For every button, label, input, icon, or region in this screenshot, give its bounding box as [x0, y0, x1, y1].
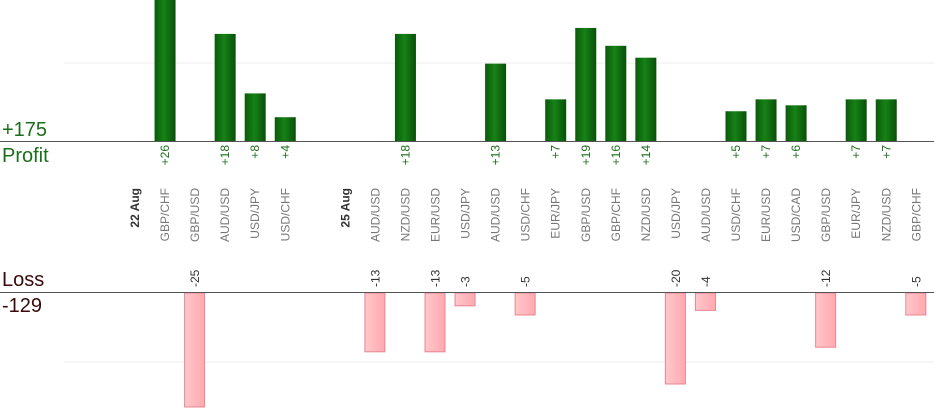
tick-label: EUR/USD — [429, 188, 443, 242]
loss-value-label: -20 — [669, 269, 683, 287]
profit-value-label: +26 — [158, 145, 172, 166]
profit-value-label: +19 — [579, 145, 593, 166]
tick-label: EUR/JPY — [849, 188, 863, 239]
profit-bar — [214, 33, 236, 141]
tick-label: NZD/USD — [639, 188, 653, 242]
profit-value-label: +6 — [789, 145, 803, 159]
tick-label: USD/JPY — [248, 188, 262, 239]
loss-bar — [454, 292, 476, 307]
axes — [0, 141, 934, 293]
tick-label: EUR/USD — [759, 188, 773, 242]
loss-bar — [514, 292, 536, 316]
profit-value-label: +14 — [639, 145, 653, 166]
profit-bar — [785, 105, 807, 141]
profit-value-label: +7 — [759, 145, 773, 159]
tick-label: NZD/USD — [879, 188, 893, 242]
loss-total: -129 — [2, 295, 43, 317]
profit-value-label: +4 — [278, 145, 292, 159]
tick-label: AUD/USD — [489, 188, 503, 242]
tick-label: GBP/USD — [579, 188, 593, 242]
loss-value-label: -5 — [909, 276, 923, 287]
profit-bar — [154, 0, 176, 141]
loss-bar — [664, 292, 686, 385]
tick-label: USD/CHF — [278, 188, 292, 241]
tick-label: GBP/CHF — [909, 188, 923, 241]
loss-bar — [815, 292, 837, 348]
profit-bar — [394, 33, 416, 141]
tick-label: AUD/USD — [368, 188, 382, 242]
profit-bar — [244, 93, 266, 141]
profit-value-label: +13 — [489, 145, 503, 166]
tick-label: GBP/USD — [188, 188, 202, 242]
loss-bar — [905, 292, 927, 316]
loss-value-label: -12 — [819, 269, 833, 287]
profit-value-label: +18 — [398, 145, 412, 166]
date-header: 25 Aug — [338, 188, 352, 228]
tick-label: AUD/USD — [699, 188, 713, 242]
tick-label: EUR/JPY — [549, 188, 563, 239]
profit-bar — [545, 99, 567, 141]
tick-label: USD/CHF — [729, 188, 743, 241]
profit-value-label: +7 — [549, 145, 563, 159]
profit-bar — [845, 99, 867, 141]
tick-label: USD/JPY — [669, 188, 683, 239]
loss-value-label: -25 — [188, 269, 202, 287]
loss-label: Loss — [2, 269, 45, 291]
loss-bar — [424, 292, 446, 353]
tick-label: GBP/USD — [819, 188, 833, 242]
profit-value-label: +7 — [849, 145, 863, 159]
loss-value-label: -5 — [519, 276, 533, 287]
tick-label: USD/CHF — [519, 188, 533, 241]
bars — [154, 0, 927, 408]
loss-bar — [364, 292, 386, 353]
loss-value-label: -13 — [368, 269, 382, 287]
profit-value-label: +8 — [248, 145, 262, 159]
gridlines — [64, 62, 934, 363]
profit-label: Profit — [2, 145, 49, 167]
profit-value-label: +7 — [879, 145, 893, 159]
tick-label: GBP/CHF — [609, 188, 623, 241]
loss-value-label: -4 — [699, 276, 713, 287]
tick-label: USD/CAD — [789, 188, 803, 242]
profit-bar — [485, 63, 507, 141]
loss-bar — [694, 292, 716, 311]
profit-value-label: +5 — [729, 145, 743, 159]
tick-label: NZD/USD — [398, 188, 412, 242]
date-header: 22 Aug — [128, 188, 142, 228]
profit-value-label: +18 — [218, 145, 232, 166]
tick-label: USD/JPY — [459, 188, 473, 239]
loss-bar — [184, 292, 206, 408]
tick-label: AUD/USD — [218, 188, 232, 242]
profit-bar — [725, 111, 747, 141]
loss-value-label: -13 — [429, 269, 443, 287]
profit-bar — [755, 99, 777, 141]
labels: 22 Aug GBP/CHF +26 GBP/USD -25 AUD/USD +18 USD/… — [128, 145, 923, 287]
profit-bar — [274, 117, 296, 141]
profit-bar — [605, 45, 627, 141]
profit-total: +175 — [2, 119, 48, 141]
loss-value-label: -3 — [459, 276, 473, 287]
profit-bar — [635, 57, 657, 142]
profit-bar — [875, 99, 897, 141]
tick-label: GBP/CHF — [158, 188, 172, 241]
profit-value-label: +16 — [609, 145, 623, 166]
profit-bar — [575, 27, 597, 142]
